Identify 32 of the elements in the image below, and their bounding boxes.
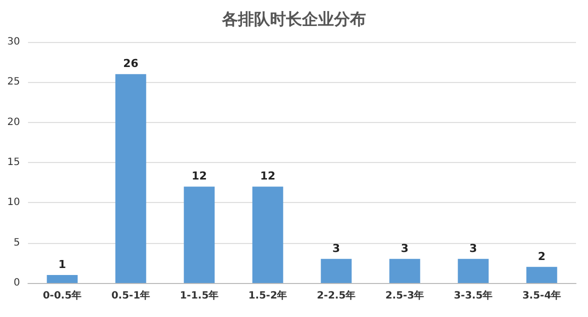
y-tick-label: 25 [7,76,20,88]
y-tick-label: 30 [7,36,20,48]
data-label: 3 [469,242,478,255]
x-tick-label: 2-2.5年 [316,290,356,302]
x-tick-label: 0.5-1年 [111,290,150,302]
y-tick-label: 10 [7,197,20,208]
x-tick-label: 3-3.5年 [454,290,493,302]
data-label: 1 [58,258,66,271]
chart-title: 各排队时长企业分布 [221,10,366,28]
y-tick-label: 0 [14,278,20,288]
y-tick-label: 15 [7,157,20,168]
x-tick-label: 3.5-4年 [522,290,562,302]
data-label: 3 [332,242,340,255]
bar [458,258,489,283]
bar [252,186,284,283]
bar [320,258,352,283]
y-tick-label: 5 [14,237,20,248]
data-label: 2 [538,250,546,263]
y-tick-label: 20 [7,116,20,128]
data-label: 12 [260,170,276,183]
x-tick-label: 1.5-2年 [248,290,288,302]
data-label: 26 [123,57,139,70]
bar [389,258,420,283]
x-tick-label: 2.5-3年 [385,290,424,302]
bar [115,74,146,283]
bar [184,186,215,283]
x-tick-label: 0-0.5年 [42,290,82,302]
data-label: 12 [192,170,207,183]
x-tick-label: 1-1.5年 [180,290,219,302]
bar [46,274,78,283]
data-label: 3 [400,242,409,255]
bar [526,266,558,283]
